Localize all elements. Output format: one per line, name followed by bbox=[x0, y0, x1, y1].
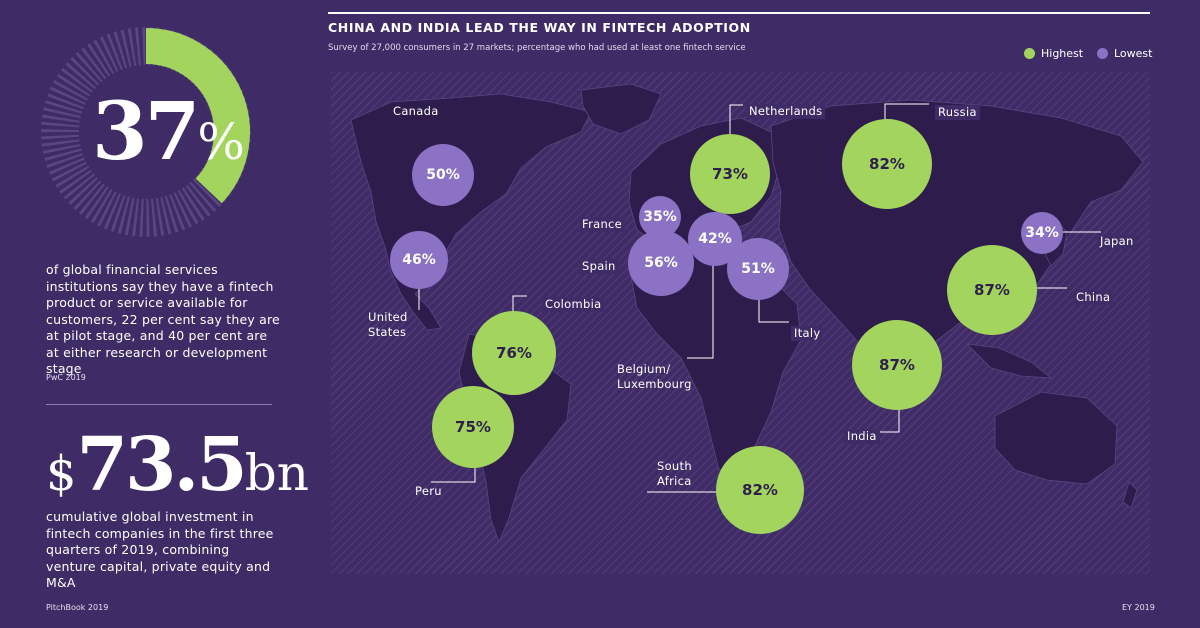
ring-progress-arc bbox=[145, 28, 250, 204]
label-japan: Japan bbox=[1097, 234, 1137, 249]
stat1-source: PwC 2019 bbox=[46, 373, 86, 382]
stat2-description: cumulative global investment in fintech … bbox=[46, 509, 274, 590]
continent-australia bbox=[994, 391, 1118, 485]
stat-investment: $73.5bn bbox=[46, 420, 309, 519]
bubble-canada: 50% bbox=[412, 144, 474, 206]
label-united-states: United States bbox=[368, 310, 408, 339]
bubble-colombia: 76% bbox=[472, 311, 556, 395]
map-source: EY 2019 bbox=[1122, 603, 1155, 612]
leader-colombia bbox=[512, 295, 527, 312]
label-russia: Russia bbox=[935, 105, 980, 120]
bubble-belgium-luxembourg: 42% bbox=[688, 212, 742, 266]
leader-belgium bbox=[687, 262, 714, 359]
bubble-japan: 34% bbox=[1021, 212, 1063, 254]
label-canada: Canada bbox=[393, 104, 439, 118]
bubble-china: 87% bbox=[947, 245, 1037, 335]
label-france: France bbox=[579, 217, 626, 232]
bubble-netherlands: 73% bbox=[690, 134, 770, 214]
label-spain: Spain bbox=[579, 259, 619, 274]
bubble-peru: 75% bbox=[432, 386, 514, 468]
stat2-prefix: $ bbox=[46, 446, 77, 502]
continent-north-america bbox=[350, 93, 592, 331]
label-peru: Peru bbox=[415, 484, 442, 498]
continent-new-zealand bbox=[1122, 481, 1138, 509]
label-china: China bbox=[1073, 290, 1114, 305]
legend-lowest-swatch bbox=[1097, 48, 1108, 59]
percentage-ring bbox=[41, 27, 251, 237]
leader-peru bbox=[431, 462, 476, 483]
label-netherlands: Netherlands bbox=[746, 104, 826, 119]
stat-37-percent: 37% bbox=[92, 86, 245, 187]
label-india: India bbox=[844, 429, 880, 444]
continent-greenland bbox=[580, 83, 662, 135]
continent-asia bbox=[770, 99, 1144, 373]
bubble-spain: 56% bbox=[628, 230, 694, 296]
continent-se-asia bbox=[965, 343, 1053, 379]
bubble-russia: 82% bbox=[842, 119, 932, 209]
stat1-suffix: % bbox=[197, 113, 245, 171]
label-south-africa: South Africa bbox=[657, 459, 692, 488]
bubble-united-states: 46% bbox=[390, 231, 448, 289]
map-subtitle: Survey of 27,000 consumers in 27 markets… bbox=[328, 43, 746, 53]
title-rule bbox=[328, 12, 1150, 14]
stat1-number: 37 bbox=[92, 84, 200, 178]
bubble-india: 87% bbox=[852, 320, 942, 410]
label-belgium-luxembourg: Belgium/ Luxembourg bbox=[617, 362, 692, 391]
label-italy: Italy bbox=[791, 326, 824, 341]
leader-italy bbox=[758, 294, 789, 323]
map-title: CHINA AND INDIA LEAD THE WAY IN FINTECH … bbox=[328, 20, 751, 35]
legend-highest: Highest bbox=[1024, 47, 1083, 60]
stat2-source: PitchBook 2019 bbox=[46, 603, 109, 612]
label-colombia: Colombia bbox=[542, 297, 605, 312]
stat2-suffix: bn bbox=[244, 444, 309, 502]
bubble-italy: 51% bbox=[727, 238, 789, 300]
left-divider bbox=[46, 404, 272, 405]
stat2-number: 73.5 bbox=[76, 422, 248, 508]
stat1-description: of global financial services institution… bbox=[46, 262, 280, 376]
leader-netherlands bbox=[729, 104, 743, 144]
legend-highest-swatch bbox=[1024, 48, 1035, 59]
bubble-south-africa: 82% bbox=[716, 446, 804, 534]
bubble-france: 35% bbox=[639, 196, 681, 238]
leader-russia bbox=[884, 103, 929, 122]
legend-highest-label: Highest bbox=[1041, 47, 1084, 60]
legend-lowest-label: Lowest bbox=[1114, 47, 1153, 60]
legend-lowest: Lowest bbox=[1097, 47, 1152, 60]
